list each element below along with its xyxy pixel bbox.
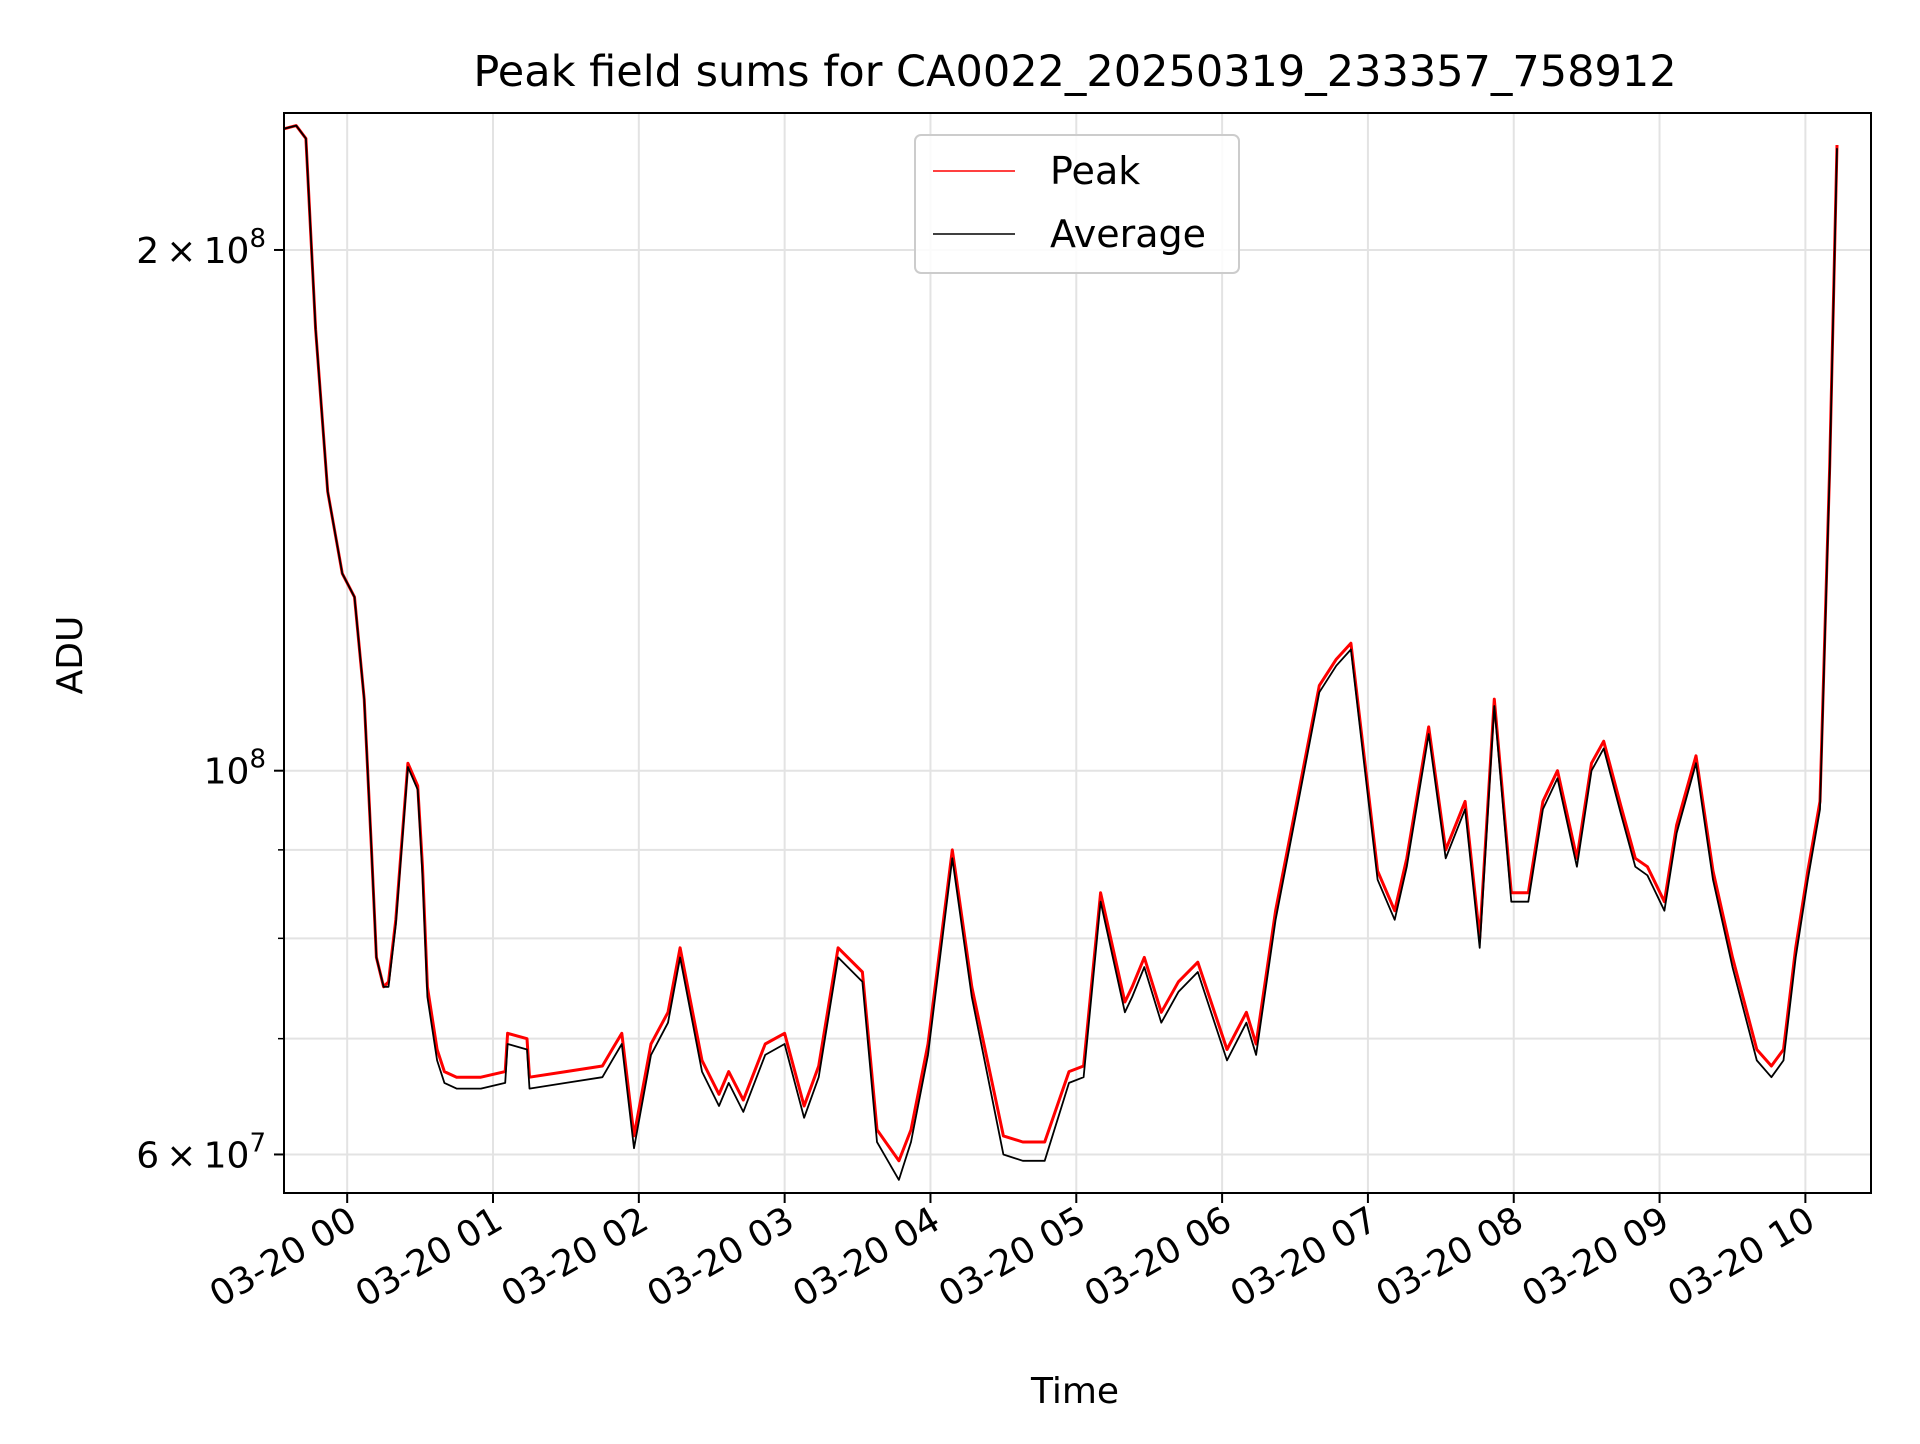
series-line-average (283, 124, 1838, 1181)
y-axis-label: ADU (50, 616, 91, 695)
y-tick-label: 2 × 108 (136, 224, 266, 272)
y-tick-label: 6 × 107 (136, 1128, 266, 1176)
chart-title: Peak field sums for CA0022_20250319_2333… (473, 47, 1676, 97)
series-line-peak (283, 124, 1839, 1163)
series-lines (283, 124, 1839, 1181)
legend: Peak Average (914, 134, 1240, 274)
legend-label-peak: Peak (1050, 149, 1140, 193)
legend-box (914, 134, 1240, 274)
plot-frame (283, 112, 1872, 1194)
x-gridlines (346, 113, 1807, 1193)
legend-label-average: Average (1050, 212, 1206, 256)
x-axis-label: Time (1030, 1371, 1119, 1412)
